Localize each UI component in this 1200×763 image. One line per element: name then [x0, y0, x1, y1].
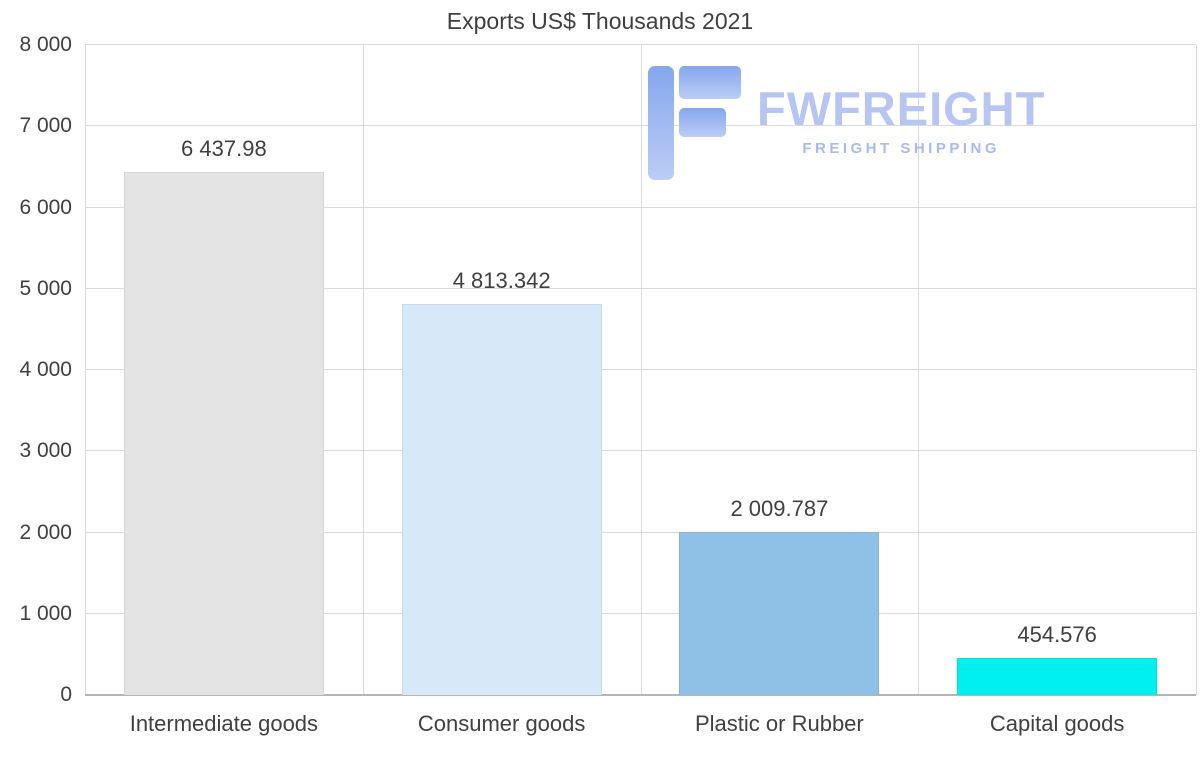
bar-value-label: 6 437.98: [181, 135, 267, 161]
x-category-label: Intermediate goods: [129, 711, 319, 736]
logo-wordmark: FWFREIGHT: [757, 82, 1046, 135]
y-tick-label: 1 000: [19, 601, 72, 625]
logo-tagline: FREIGHT SHIPPING: [802, 140, 1001, 158]
logo-text-block: FWFREIGHT FREIGHT SHIPPING: [757, 82, 1045, 157]
v-gridline: [362, 45, 364, 695]
v-gridline: [85, 45, 86, 695]
v-gridline: [640, 45, 642, 695]
y-tick-label: 0: [60, 683, 72, 706]
bar-consumer-goods: [401, 303, 602, 695]
y-tick-label: 6 000: [19, 195, 72, 219]
bar-capital-goods: [957, 658, 1158, 695]
y-tick-label: 8 000: [19, 33, 72, 56]
x-category-label: Consumer goods: [417, 711, 586, 736]
h-gridline: [85, 44, 1196, 45]
v-gridline: [1196, 45, 1197, 695]
y-tick-label: 7 000: [19, 114, 72, 138]
fwfreight-logo: FWFREIGHT FREIGHT SHIPPING: [648, 66, 1045, 180]
x-category-label: Capital goods: [989, 711, 1125, 736]
y-tick-label: 5 000: [19, 276, 72, 300]
y-tick-label: 2 000: [19, 520, 72, 544]
plot-area: 0 1 000 2 000 3 000 4 000 5 000 6 000 7 000 8 00…: [19, 33, 1197, 736]
v-gridline: [918, 45, 920, 695]
bar-value-label: 454.576: [1017, 622, 1097, 648]
x-axis-line: [85, 694, 1196, 696]
chart-title: Exports US$ Thousands 2021: [446, 8, 754, 34]
y-tick-label: 4 000: [19, 358, 72, 381]
bar-value-label: 4 813.342: [452, 267, 551, 293]
x-category-label: Plastic or Rubber: [695, 711, 864, 736]
fwfreight-logo-icon: [648, 66, 741, 180]
bar-plastic-or-rubber: [679, 531, 880, 695]
bar-value-label: 2 009.787: [730, 495, 829, 521]
bar-intermediate-goods: [123, 171, 324, 695]
y-tick-label: 3 000: [19, 439, 72, 463]
